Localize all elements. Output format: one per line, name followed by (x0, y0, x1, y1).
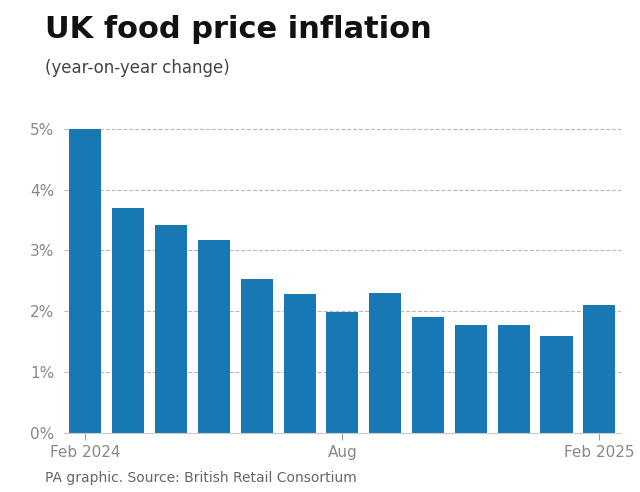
Bar (498, 325, 530, 433)
Bar (455, 325, 487, 433)
Bar (69, 129, 102, 433)
Bar (541, 336, 573, 433)
Bar (198, 240, 230, 433)
Bar (583, 305, 616, 433)
Text: (year-on-year change): (year-on-year change) (45, 59, 230, 77)
Bar (155, 225, 187, 433)
Text: PA graphic. Source: British Retail Consortium: PA graphic. Source: British Retail Conso… (45, 471, 356, 485)
Bar (241, 279, 273, 433)
Bar (284, 294, 316, 433)
Bar (112, 208, 144, 433)
Bar (326, 312, 358, 433)
Bar (369, 293, 401, 433)
Bar (412, 317, 444, 433)
Text: UK food price inflation: UK food price inflation (45, 15, 431, 44)
